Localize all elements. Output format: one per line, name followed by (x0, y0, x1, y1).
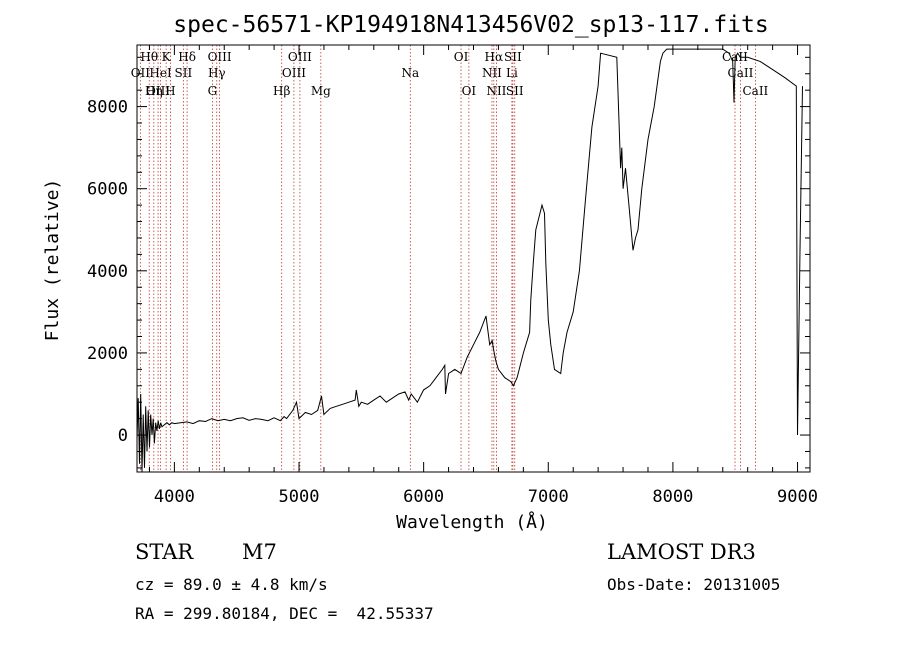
emission-line-label: CaII (742, 84, 768, 98)
redshift-cz: cz = 89.0 ± 4.8 km/s (135, 575, 328, 594)
x-tick-label: 5000 (279, 487, 320, 507)
emission-line-label: SII (506, 84, 524, 98)
emission-line-label: Na (401, 66, 419, 80)
x-tick-label: 9000 (777, 487, 818, 507)
chart-title: spec-56571-KP194918N413456V02_sp13-117.f… (173, 12, 768, 38)
x-tick-label: 8000 (652, 487, 693, 507)
y-tick-label: 0 (118, 426, 128, 446)
emission-line-label: Mg (311, 84, 331, 98)
emission-line-label: H (165, 84, 175, 98)
emission-line-label: OIII (288, 50, 312, 64)
obs-date: Obs-Date: 20131005 (607, 575, 781, 594)
emission-line-label: K (162, 50, 172, 64)
y-axis-ticks: 0 2000 4000 6000 8000 (87, 56, 810, 469)
emission-line-label: Hθ (140, 50, 158, 64)
emission-line-label: Hδ (178, 50, 196, 64)
emission-line-label: Hγ (208, 66, 226, 80)
survey-name: LAMOST DR3 (607, 540, 756, 564)
y-tick-label: 2000 (87, 344, 128, 364)
emission-line-label: CaII (728, 66, 754, 80)
x-tick-label: 4000 (154, 487, 195, 507)
y-tick-label: 6000 (87, 180, 128, 200)
y-tick-label: 8000 (87, 98, 128, 118)
emission-line-label: SII (175, 66, 193, 80)
emission-line-label: HeI (149, 66, 172, 80)
emission-line-label: Li (506, 66, 518, 80)
emission-line-label: OII (131, 66, 151, 80)
ra-dec: RA = 299.80184, DEC = 42.55337 (135, 604, 434, 623)
emission-line-markers (139, 45, 756, 472)
emission-line-label: NII (486, 84, 506, 98)
plot-frame (136, 44, 811, 473)
emission-line-label: G (208, 84, 218, 98)
emission-line-label: OIII (208, 50, 232, 64)
x-axis-label: Wavelength (Å) (396, 511, 548, 533)
y-axis-label: Flux (relative) (42, 179, 63, 342)
emission-line-label: NII (482, 66, 502, 80)
x-axis-ticks: 4000 5000 6000 7000 8000 9000 (148, 45, 818, 507)
emission-line-label: Hη (145, 84, 163, 98)
emission-line-label: SII (504, 50, 522, 64)
emission-line-label: Hα (485, 50, 504, 64)
x-tick-label: 6000 (403, 487, 444, 507)
emission-line-label: OI (454, 50, 469, 64)
emission-line-label: OIII (146, 84, 170, 98)
x-tick-label: 7000 (528, 487, 569, 507)
emission-line-label: OIII (282, 66, 306, 80)
spectrum-series (136, 48, 803, 473)
emission-line-label: OI (462, 84, 477, 98)
subclass: M7 (242, 540, 277, 564)
object-class: STAR (135, 540, 194, 564)
emission-line-label: Hβ (273, 84, 290, 98)
y-tick-label: 4000 (87, 262, 128, 282)
